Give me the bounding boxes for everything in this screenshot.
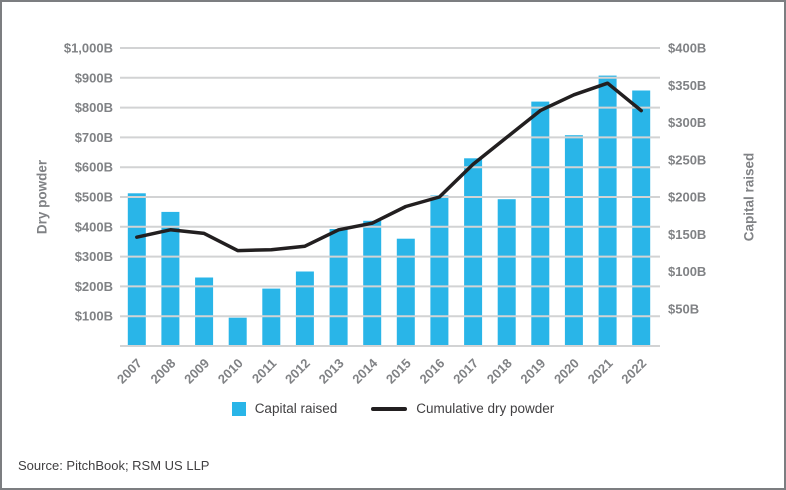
bar-2010	[228, 317, 247, 346]
x-axis-label: 2022	[618, 356, 649, 387]
left-tick-label: $600B	[75, 160, 113, 175]
right-tick-label: $400B	[668, 41, 706, 56]
right-tick-label: $250B	[668, 152, 706, 167]
x-axis-label: 2011	[249, 356, 280, 387]
left-tick-label: $100B	[75, 309, 113, 324]
dry-powder-line-swatch	[371, 406, 408, 411]
x-axis-label: 2021	[585, 356, 616, 387]
x-axis-label: 2018	[484, 356, 515, 387]
left-tick-label: $900B	[75, 70, 113, 85]
source-note: Source: PitchBook; RSM US LLP	[18, 458, 210, 473]
bar-2007	[127, 193, 146, 346]
legend-item-capital-raised: Capital raised	[231, 401, 338, 416]
left-tick-label: $500B	[75, 190, 113, 205]
x-axis-label: 2009	[181, 356, 212, 387]
bar-2020	[564, 135, 583, 346]
bar-2014	[363, 220, 382, 346]
left-tick-label: $700B	[75, 130, 113, 145]
right-tick-label: $350B	[668, 78, 706, 93]
bar-2009	[195, 277, 214, 346]
right-tick-label: $50B	[668, 301, 699, 316]
bar-2019	[531, 101, 550, 346]
cumulative-dry-powder-line	[135, 81, 643, 253]
bar-2017	[464, 158, 483, 346]
x-axis-label: 2007	[114, 356, 145, 387]
bar-2015	[396, 238, 415, 346]
x-axis-label: 2013	[316, 356, 347, 387]
bar-2011	[262, 288, 281, 346]
bar-2016	[430, 195, 449, 346]
right-tick-label: $300B	[668, 115, 706, 130]
bar-2021	[598, 75, 617, 346]
x-axis-label: 2020	[551, 356, 582, 387]
bar-2022	[632, 90, 651, 346]
bar-2008	[161, 211, 180, 346]
legend-label-capital-raised: Capital raised	[254, 401, 338, 416]
capital-raised-swatch	[231, 401, 246, 416]
x-axis-label: 2015	[383, 356, 414, 387]
left-tick-label: $200B	[75, 279, 113, 294]
bar-2013	[329, 229, 348, 346]
x-axis-label: 2019	[517, 356, 548, 387]
x-axis-label: 2014	[349, 355, 381, 387]
x-axis-label: 2016	[416, 356, 447, 387]
bar-2018	[497, 199, 516, 346]
right-tick-label: $200B	[668, 190, 706, 205]
x-axis-label: 2008	[147, 356, 178, 387]
right-tick-label: $100B	[668, 264, 706, 279]
legend-label-dry-powder: Cumulative dry powder	[416, 401, 555, 416]
left-tick-label: $1,000B	[64, 41, 113, 56]
legend-item-dry-powder: Cumulative dry powder	[371, 401, 554, 416]
combo-chart-plot: $100B $200B $300B $400B $500B $600B $700B $800B…	[64, 41, 706, 387]
legend: Capital raised Cumulative dry powder	[2, 401, 784, 416]
right-tick-label: $150B	[668, 227, 706, 242]
left-tick-label: $800B	[75, 100, 113, 115]
left-tick-label: $400B	[75, 219, 113, 234]
left-tick-label: $300B	[75, 249, 113, 264]
bar-2012	[295, 271, 314, 346]
x-axis-label: 2017	[450, 356, 481, 387]
x-axis-label: 2010	[215, 356, 246, 387]
x-axis-label: 2012	[282, 356, 313, 387]
